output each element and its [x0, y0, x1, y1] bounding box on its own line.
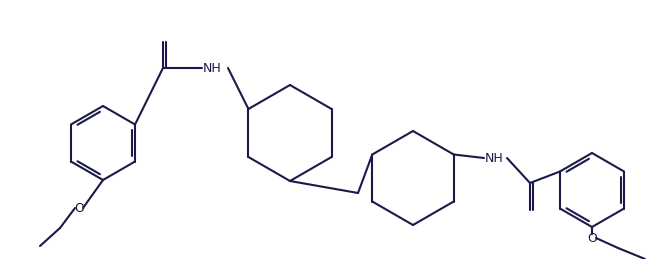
Text: NH: NH: [485, 152, 504, 164]
Text: NH: NH: [203, 61, 221, 75]
Text: O: O: [74, 202, 84, 214]
Text: O: O: [587, 232, 597, 244]
